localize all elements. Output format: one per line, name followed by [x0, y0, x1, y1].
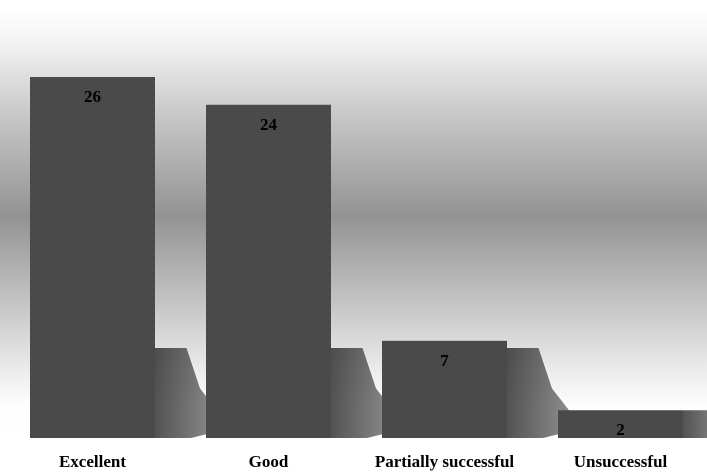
category-label-unsuccessful: Unsuccessful: [574, 452, 668, 471]
data-label-unsuccessful: 2: [616, 420, 625, 439]
bar-excellent: [30, 77, 155, 438]
data-labels: 26 24 7 2: [84, 87, 625, 439]
bar-good: [206, 104, 331, 439]
bars: [30, 77, 683, 439]
category-labels: Excellent Good Partially successful Unsucce…: [59, 452, 668, 471]
data-label-good: 24: [260, 115, 278, 134]
bar-unsuccessful: [558, 410, 683, 438]
category-label-partially-successful: Partially successful: [375, 452, 515, 471]
data-label-excellent: 26: [84, 87, 101, 106]
data-label-partially-successful: 7: [440, 351, 449, 370]
category-label-good: Good: [249, 452, 289, 471]
bar-partially-successful: [382, 340, 507, 438]
category-label-excellent: Excellent: [59, 452, 126, 471]
bar-shadow-unsuccessful: [683, 410, 707, 438]
